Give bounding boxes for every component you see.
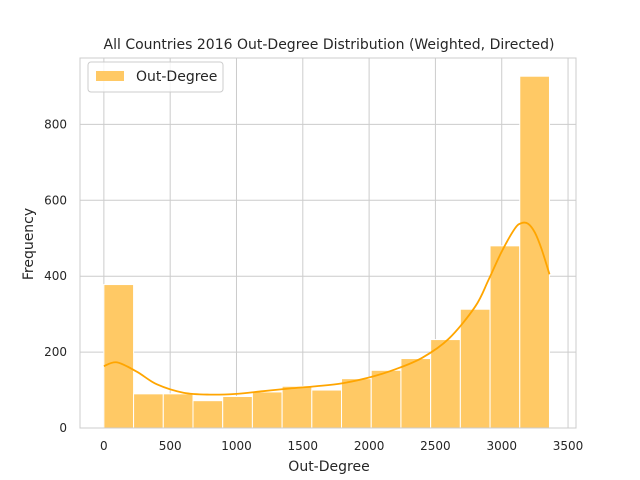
histogram-bars xyxy=(103,75,550,429)
legend-label: Out-Degree xyxy=(136,69,217,85)
histogram-bar xyxy=(311,389,343,429)
x-axis-label: Out-Degree xyxy=(288,459,369,475)
histogram-bar xyxy=(489,245,521,429)
y-tick-label: 0 xyxy=(59,421,67,435)
y-tick-label: 800 xyxy=(44,117,67,131)
legend: Out-Degree xyxy=(87,61,224,93)
kde-line xyxy=(103,221,551,396)
histogram-bar xyxy=(400,358,432,429)
x-tick-label: 2000 xyxy=(354,439,385,453)
histogram-bar xyxy=(430,339,461,429)
histogram-bar xyxy=(103,284,135,429)
y-tick-labels: 0 200 400 600 800 xyxy=(44,117,67,435)
histogram-bar xyxy=(133,393,164,429)
y-tick-label: 600 xyxy=(44,193,67,207)
x-tick-label: 3500 xyxy=(553,439,584,453)
plot-frame xyxy=(79,57,577,429)
legend-box xyxy=(87,61,224,93)
x-tick-labels: 0 500 1000 1500 2000 2500 3000 3500 xyxy=(100,439,583,453)
y-axis-label: Frequency xyxy=(21,208,37,280)
x-tick-label: 0 xyxy=(100,439,108,453)
x-tick-label: 2500 xyxy=(420,439,451,453)
histogram-bar xyxy=(192,400,224,429)
histogram-bar xyxy=(281,385,313,429)
histogram-bar xyxy=(459,308,491,429)
histogram-bar xyxy=(162,393,194,429)
histogram-bar xyxy=(370,369,402,429)
x-tick-label: 1500 xyxy=(288,439,319,453)
x-tick-label: 3000 xyxy=(486,439,517,453)
legend-swatch xyxy=(96,71,124,81)
histogram-bar xyxy=(341,378,372,429)
y-tick-label: 200 xyxy=(44,345,67,359)
x-tick-label: 1000 xyxy=(221,439,252,453)
histogram-bar xyxy=(222,396,253,429)
histogram-bar xyxy=(251,391,283,429)
y-tick-label: 400 xyxy=(44,269,67,283)
histogram-bar xyxy=(519,75,550,429)
x-tick-label: 500 xyxy=(159,439,182,453)
chart-title: All Countries 2016 Out-Degree Distributi… xyxy=(104,37,555,53)
